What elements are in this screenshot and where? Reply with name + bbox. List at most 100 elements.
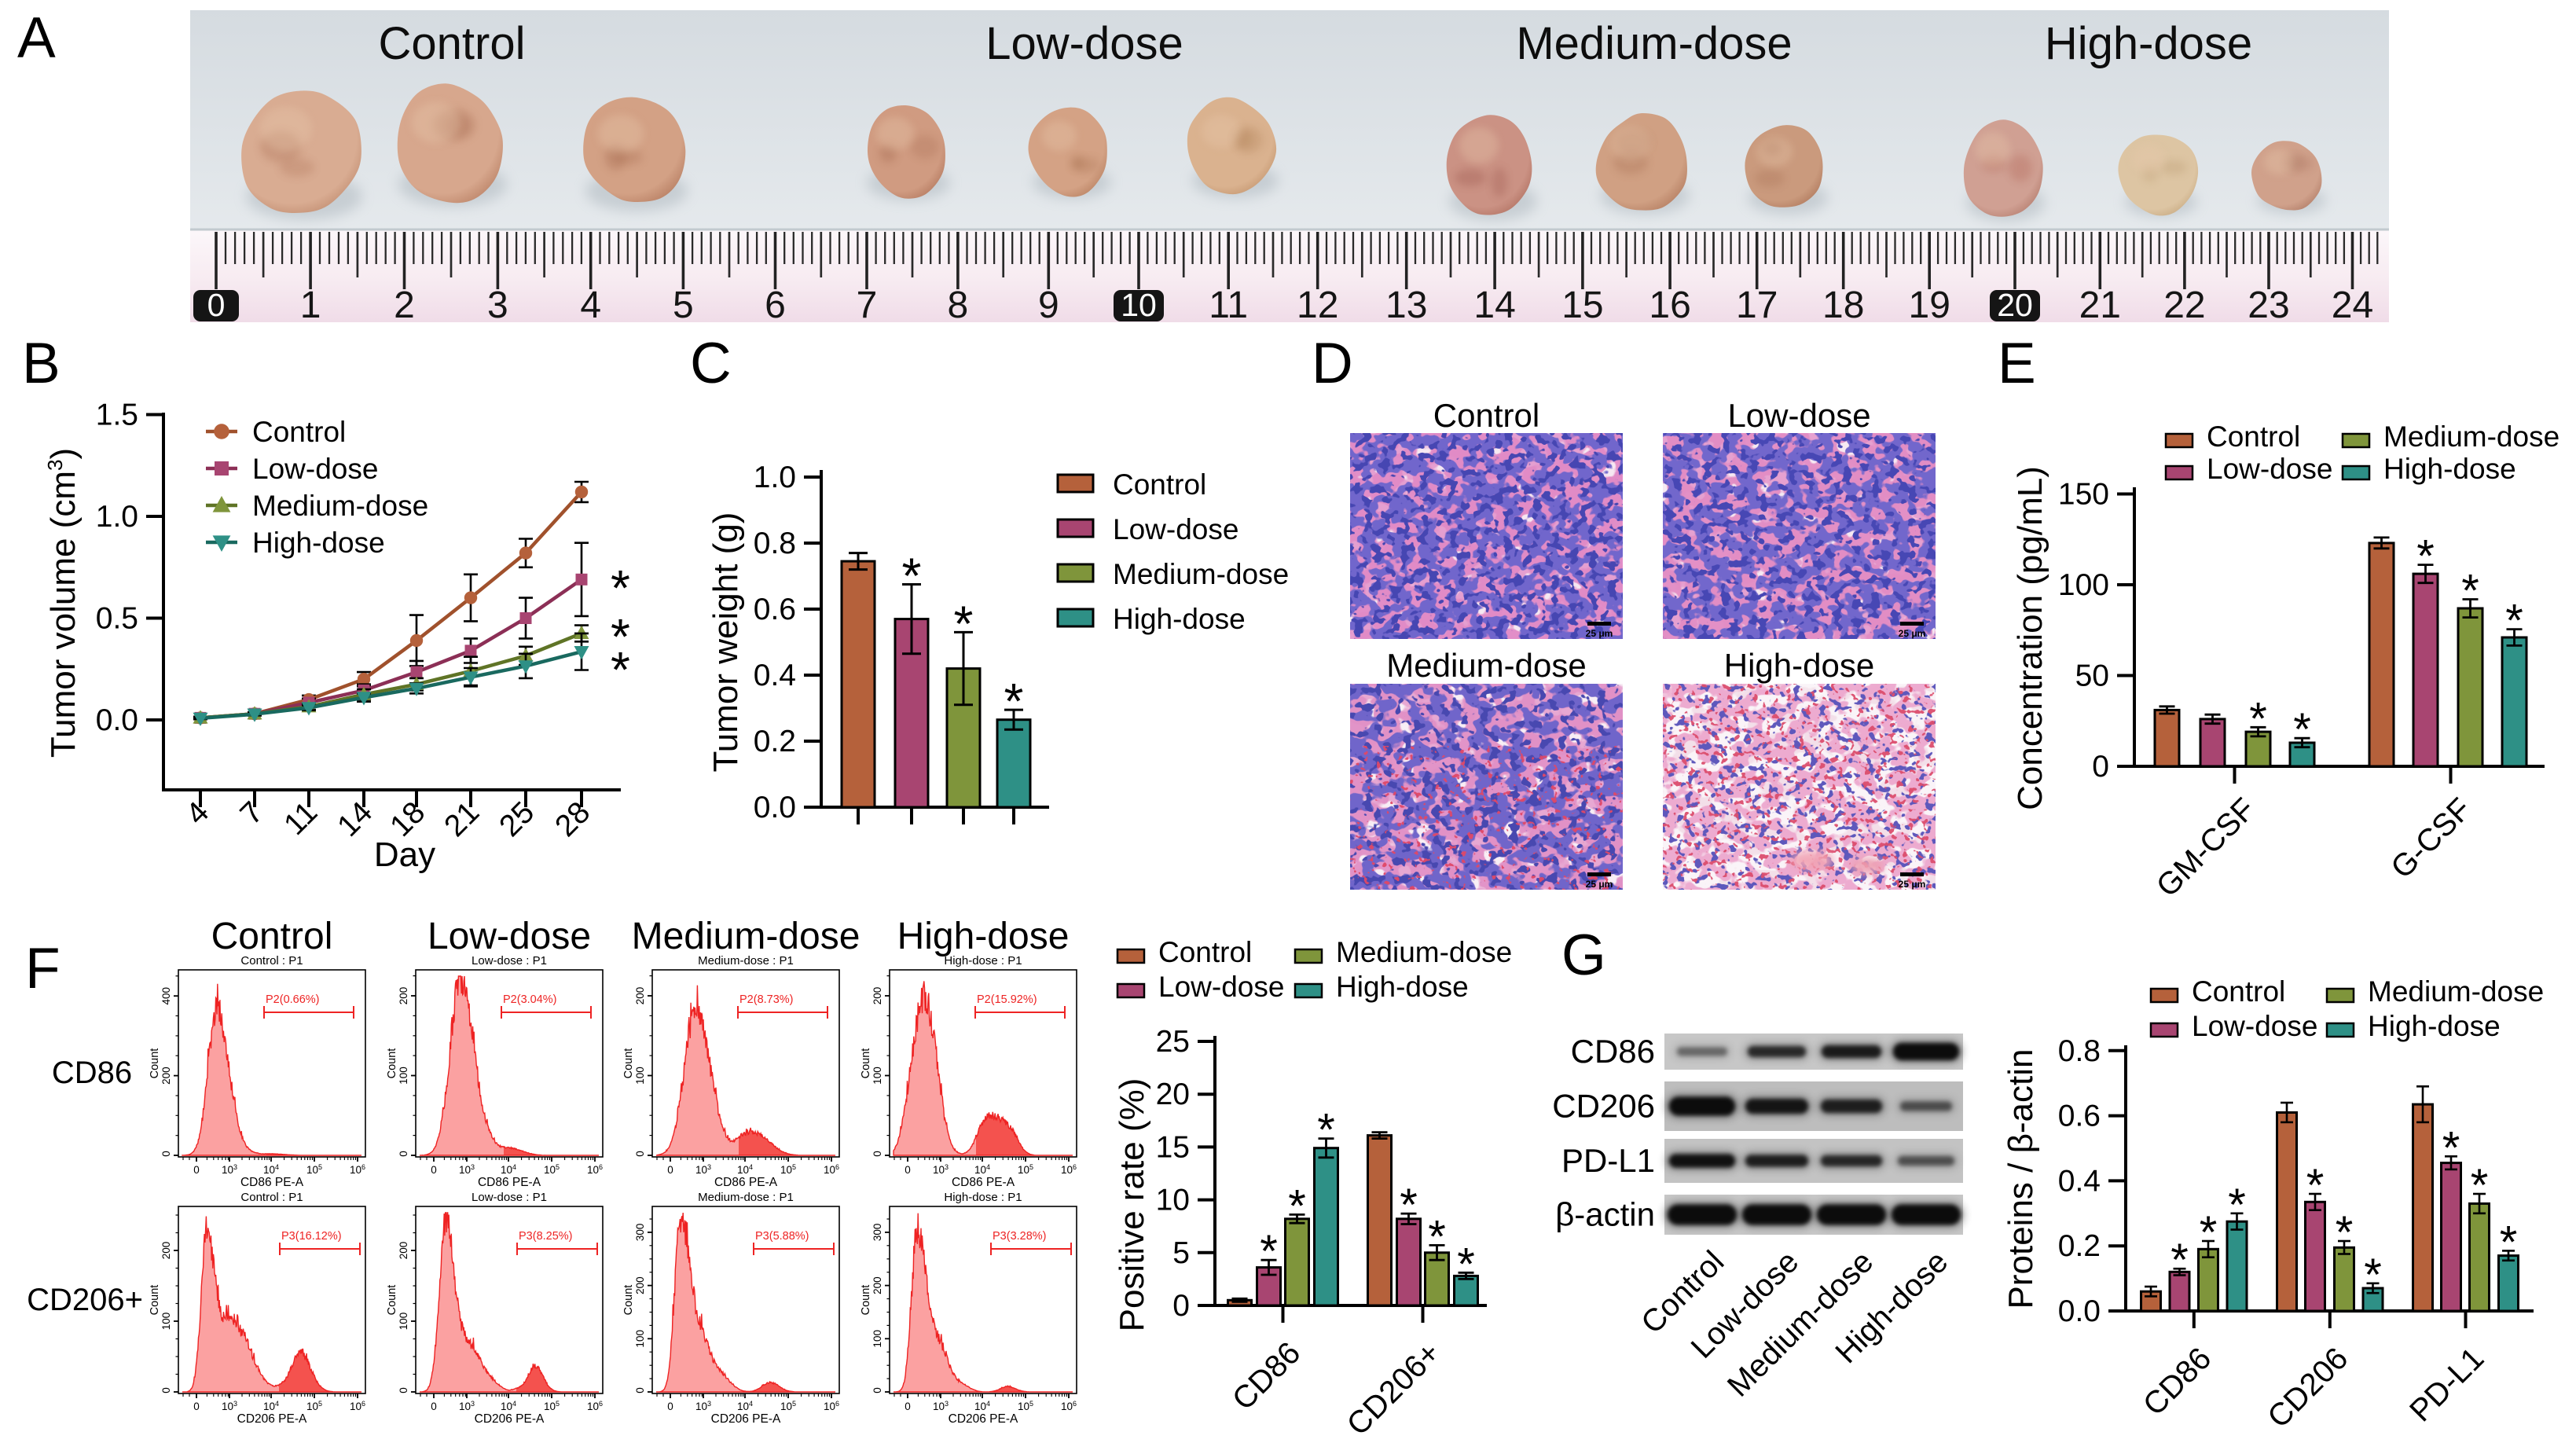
svg-text:*: * (2249, 693, 2267, 744)
svg-text:*: * (2416, 531, 2435, 582)
svg-text:105: 105 (306, 1163, 322, 1176)
svg-text:*: * (1428, 1211, 1446, 1262)
svg-text:100: 100 (398, 1067, 409, 1085)
svg-text:4: 4 (580, 285, 601, 326)
svg-text:Count: Count (622, 1285, 635, 1316)
svg-text:105: 105 (780, 1163, 796, 1176)
svg-text:22: 22 (2163, 285, 2205, 326)
svg-text:11: 11 (1209, 285, 1248, 326)
svg-text:100: 100 (634, 1067, 646, 1085)
svg-text:CD86 PE-A: CD86 PE-A (952, 1176, 1015, 1189)
svg-text:0: 0 (634, 1387, 646, 1393)
svg-text:CD206 PE-A: CD206 PE-A (475, 1412, 545, 1426)
svg-text:200: 200 (398, 1242, 409, 1260)
svg-text:0: 0 (398, 1387, 409, 1393)
svg-text:105: 105 (544, 1163, 560, 1176)
svg-text:β-actin: β-actin (1555, 1196, 1655, 1233)
svg-text:106: 106 (587, 1163, 603, 1176)
svg-text:103: 103 (933, 1163, 949, 1176)
svg-text:*: * (2228, 1180, 2246, 1231)
svg-text:*: * (2171, 1235, 2189, 1286)
svg-text:Medium-dose : P1: Medium-dose : P1 (698, 954, 794, 968)
svg-text:200: 200 (634, 987, 646, 1005)
svg-text:103: 103 (933, 1400, 949, 1412)
svg-text:5: 5 (673, 285, 694, 326)
svg-text:0: 0 (431, 1164, 437, 1176)
svg-text:High-dose: High-dose (1113, 603, 1246, 635)
svg-text:A: A (17, 6, 56, 70)
svg-text:105: 105 (544, 1400, 560, 1412)
svg-text:2: 2 (394, 285, 415, 326)
svg-text:0.6: 0.6 (754, 593, 796, 626)
svg-text:100: 100 (634, 1330, 646, 1348)
svg-text:25 μm: 25 μm (1899, 879, 1926, 890)
svg-text:Medium-dose: Medium-dose (2368, 975, 2544, 1008)
svg-text:*: * (1457, 1239, 1475, 1290)
svg-text:6: 6 (765, 285, 786, 326)
svg-text:*: * (1260, 1226, 1278, 1277)
svg-text:Day: Day (374, 835, 435, 874)
svg-text:High-dose : P1: High-dose : P1 (944, 1191, 1022, 1204)
svg-text:Positive rate (%): Positive rate (%) (1113, 1078, 1151, 1332)
svg-text:Medium-dose: Medium-dose (1386, 647, 1586, 684)
svg-text:24: 24 (2332, 285, 2373, 326)
svg-text:100: 100 (872, 1067, 883, 1085)
svg-text:105: 105 (306, 1400, 322, 1412)
svg-text:Count: Count (386, 1285, 398, 1316)
svg-text:0: 0 (193, 1164, 200, 1176)
svg-text:Medium-dose: Medium-dose (252, 490, 428, 522)
svg-text:105: 105 (1018, 1163, 1033, 1176)
svg-text:103: 103 (695, 1163, 711, 1176)
svg-text:25 μm: 25 μm (1586, 879, 1613, 890)
svg-text:104: 104 (974, 1400, 990, 1412)
svg-text:106: 106 (1061, 1400, 1077, 1412)
svg-text:CD86 PE-A: CD86 PE-A (240, 1176, 304, 1189)
svg-text:104: 104 (501, 1400, 516, 1412)
svg-text:14: 14 (1473, 285, 1515, 326)
svg-text:PD-L1: PD-L1 (1561, 1142, 1655, 1179)
svg-text:200: 200 (398, 987, 409, 1005)
svg-text:10: 10 (1121, 287, 1157, 323)
svg-text:Tumor weight (g): Tumor weight (g) (706, 512, 745, 773)
svg-text:3: 3 (487, 285, 508, 326)
svg-text:0.4: 0.4 (2058, 1164, 2101, 1198)
svg-text:0: 0 (2092, 750, 2109, 784)
svg-text:*: * (2505, 596, 2523, 647)
svg-text:0.5: 0.5 (96, 602, 138, 636)
svg-text:100: 100 (872, 1330, 883, 1348)
svg-text:P2(15.92%): P2(15.92%) (977, 993, 1037, 1006)
svg-text:Count: Count (622, 1048, 635, 1079)
svg-text:103: 103 (459, 1163, 475, 1176)
svg-text:G: G (1561, 923, 1606, 987)
svg-text:Control: Control (1113, 468, 1206, 501)
svg-text:P3(3.28%): P3(3.28%) (993, 1230, 1047, 1243)
svg-text:Low-dose: Low-dose (985, 18, 1183, 69)
svg-text:Count: Count (149, 1048, 161, 1079)
svg-text:100: 100 (2058, 568, 2109, 602)
svg-text:Medium-dose : P1: Medium-dose : P1 (698, 1191, 794, 1204)
svg-text:104: 104 (263, 1163, 279, 1176)
svg-text:Medium-dose: Medium-dose (1113, 558, 1289, 590)
svg-text:7: 7 (857, 285, 878, 326)
svg-text:1.0: 1.0 (754, 461, 796, 494)
svg-text:106: 106 (1061, 1163, 1077, 1176)
svg-text:104: 104 (501, 1163, 516, 1176)
svg-text:0: 0 (160, 1387, 172, 1393)
svg-text:*: * (611, 608, 630, 665)
svg-text:15: 15 (1561, 285, 1603, 326)
svg-text:*: * (611, 641, 630, 698)
svg-text:0: 0 (431, 1401, 437, 1412)
svg-text:15: 15 (1156, 1130, 1190, 1164)
svg-text:50: 50 (2075, 659, 2109, 693)
svg-text:*: * (2293, 704, 2311, 755)
svg-text:P3(8.25%): P3(8.25%) (519, 1230, 573, 1243)
svg-text:High-dose: High-dose (1336, 971, 1469, 1003)
svg-text:300: 300 (634, 1224, 646, 1242)
svg-text:High-dose: High-dose (2383, 453, 2516, 485)
svg-text:150: 150 (2058, 478, 2109, 512)
svg-text:0: 0 (872, 1151, 883, 1157)
svg-text:*: * (2306, 1160, 2325, 1211)
svg-text:Control: Control (211, 916, 333, 957)
svg-text:Medium-dose: Medium-dose (1516, 18, 1792, 69)
svg-text:B: B (22, 332, 61, 395)
